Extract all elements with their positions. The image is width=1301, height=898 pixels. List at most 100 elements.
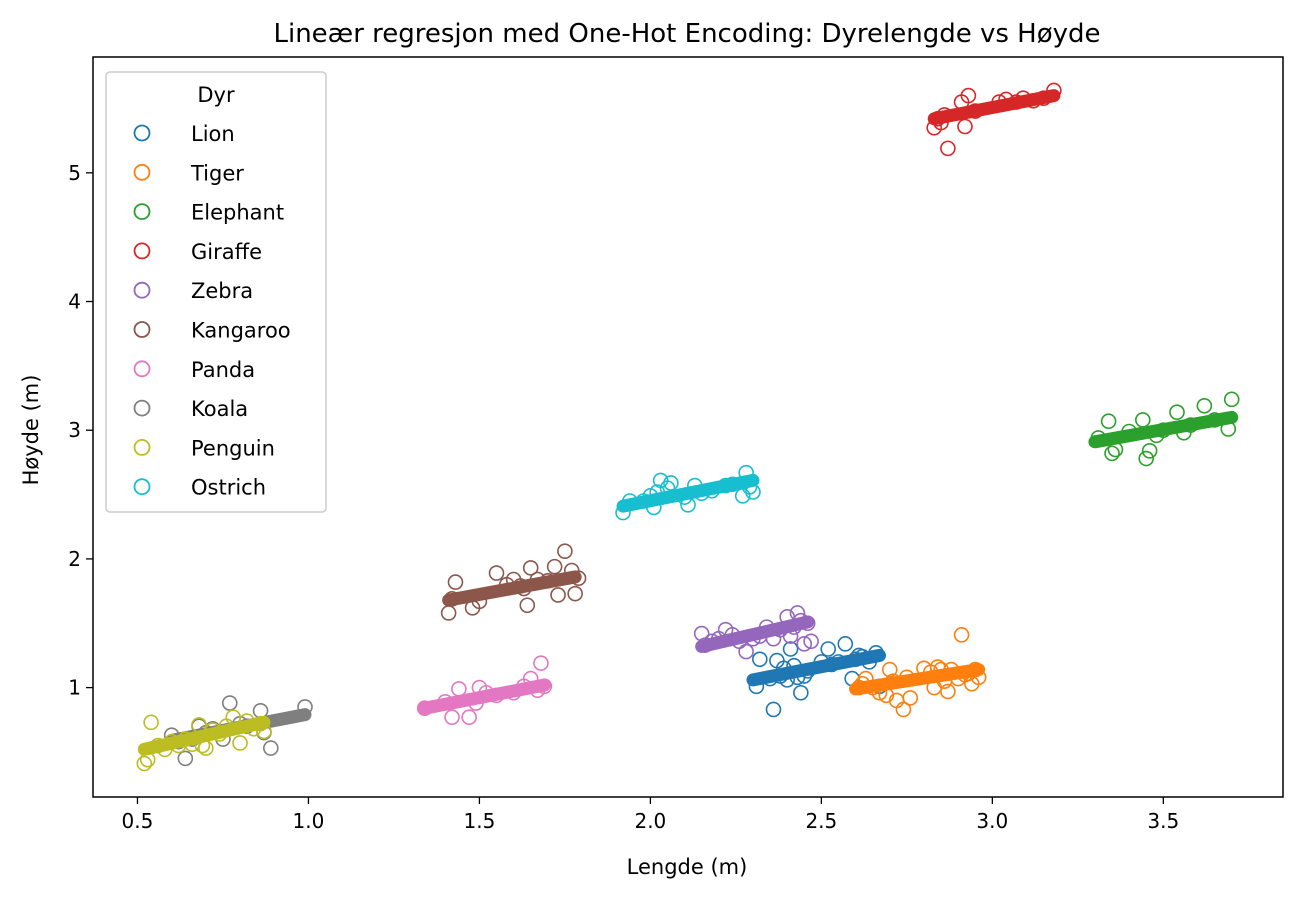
data-point-giraffe xyxy=(967,103,984,119)
series-tiger xyxy=(849,627,987,718)
data-point-kangaroo xyxy=(570,570,587,587)
x-axis-label: Lengde (m) xyxy=(627,855,748,879)
legend-marker xyxy=(133,360,151,378)
data-point-giraffe xyxy=(1046,82,1062,99)
data-point-giraffe xyxy=(960,87,977,104)
legend-marker xyxy=(133,163,151,181)
data-point-ostrich xyxy=(676,489,693,505)
data-point-lion xyxy=(813,654,830,670)
legend-marker xyxy=(133,438,151,456)
data-point-giraffe xyxy=(1035,90,1052,106)
data-point-penguin xyxy=(194,737,211,754)
data-point-lion xyxy=(823,656,840,673)
data-point-tiger xyxy=(878,687,895,704)
legend-label: Panda xyxy=(191,358,255,382)
data-point-giraffe xyxy=(1015,90,1031,106)
data-point-kangaroo xyxy=(471,593,488,610)
data-point-giraffe xyxy=(940,140,956,157)
data-point-panda xyxy=(468,695,484,711)
legend-label: Penguin xyxy=(191,436,275,460)
data-point-lion xyxy=(765,701,782,718)
regression-line-panda xyxy=(418,678,551,715)
data-point-zebra xyxy=(803,633,819,650)
data-point-ostrich xyxy=(649,484,666,500)
data-point-lion xyxy=(793,684,809,701)
legend-item-kangaroo: Kangaroo xyxy=(133,319,291,343)
data-point-panda xyxy=(536,678,553,695)
data-point-zebra xyxy=(693,625,710,642)
data-point-ostrich xyxy=(680,497,696,513)
data-point-elephant xyxy=(1100,413,1117,430)
series-elephant xyxy=(1088,391,1240,467)
data-point-ostrich xyxy=(663,475,679,491)
legend-label: Tiger xyxy=(190,161,244,185)
chart-title: Lineær regresjon med One-Hot Encoding: D… xyxy=(273,19,1100,49)
legend-box xyxy=(105,71,327,513)
data-point-kangaroo xyxy=(440,605,457,621)
legend-title: Dyr xyxy=(197,83,235,107)
legend-marker xyxy=(133,124,151,142)
data-point-zebra xyxy=(738,643,754,660)
x-tick-label: 1.5 xyxy=(464,809,496,833)
data-point-lion xyxy=(752,651,768,668)
legend-label: Zebra xyxy=(191,279,253,303)
legend-entries: Lion Tiger Elephant Giraffe Zebra Kangaroo Pan… xyxy=(133,122,291,500)
y-axis-label: Høyde (m) xyxy=(19,375,43,486)
legend-marker xyxy=(133,478,151,496)
data-point-lion xyxy=(782,641,799,657)
legend-marker xyxy=(133,242,151,260)
data-point-kangaroo xyxy=(519,597,536,614)
series-giraffe xyxy=(926,82,1062,157)
data-point-kangaroo xyxy=(444,591,460,607)
data-point-zebra xyxy=(789,605,806,621)
legend-marker xyxy=(133,321,151,338)
data-point-kangaroo xyxy=(522,560,539,576)
data-point-penguin xyxy=(139,751,156,768)
data-point-lion xyxy=(786,657,802,674)
data-point-lion xyxy=(837,636,854,652)
data-point-tiger xyxy=(881,661,898,678)
data-point-elephant xyxy=(1141,443,1158,459)
data-point-penguin xyxy=(143,714,159,731)
legend-item-ostrich: Ostrich xyxy=(133,476,266,500)
data-point-ostrich xyxy=(693,485,710,502)
data-point-kangaroo xyxy=(557,543,573,559)
data-point-lion xyxy=(868,645,884,661)
x-tick-label: 1.0 xyxy=(293,809,325,833)
data-point-tiger xyxy=(902,690,919,706)
y-tick-label: 1 xyxy=(68,676,81,700)
plot-area-frame xyxy=(92,56,1284,798)
data-point-giraffe xyxy=(957,118,973,135)
data-point-elephant xyxy=(1223,391,1240,408)
data-point-kangaroo xyxy=(488,565,505,581)
data-point-tiger xyxy=(895,701,912,718)
data-point-tiger xyxy=(871,684,888,701)
y-tick-label: 4 xyxy=(68,290,81,314)
data-point-penguin xyxy=(191,717,207,733)
data-point-kangaroo xyxy=(516,580,532,597)
legend: Dyr Lion Tiger Elephant Giraffe Zebra Kangaro… xyxy=(105,71,327,513)
series-zebra xyxy=(693,605,819,660)
x-tick-label: 2.0 xyxy=(634,809,666,833)
legend-label: Koala xyxy=(191,397,248,421)
data-point-panda xyxy=(522,670,539,687)
data-point-panda xyxy=(478,684,495,701)
series-penguin xyxy=(136,709,272,772)
data-point-zebra xyxy=(782,628,799,644)
data-point-zebra xyxy=(704,633,720,650)
legend-item-penguin: Penguin xyxy=(133,436,275,460)
data-point-kangaroo xyxy=(539,572,556,589)
data-point-panda xyxy=(451,681,467,697)
data-point-panda xyxy=(533,655,549,671)
legend-label: Kangaroo xyxy=(191,319,291,343)
data-point-penguin xyxy=(252,715,269,732)
data-point-penguin xyxy=(198,740,214,756)
data-point-kangaroo xyxy=(550,587,566,603)
legend-item-koala: Koala xyxy=(133,397,248,421)
data-point-giraffe xyxy=(936,107,953,123)
data-point-penguin xyxy=(256,723,272,740)
y-tick-label: 2 xyxy=(68,547,81,571)
data-point-elephant xyxy=(1155,422,1172,439)
series-layer xyxy=(136,82,1240,772)
x-tick-label: 2.5 xyxy=(805,809,837,833)
